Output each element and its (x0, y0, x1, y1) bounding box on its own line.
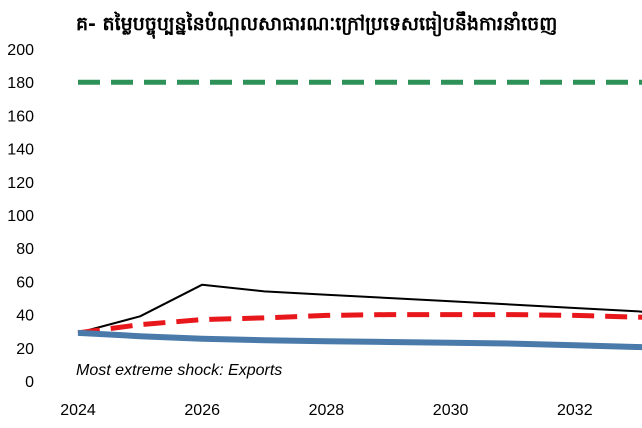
y-tick-label: 200 (7, 42, 34, 59)
y-tick-label: 20 (16, 341, 34, 358)
x-axis-ticks: 202420262028203020322034 (60, 402, 593, 419)
y-tick-label: 180 (7, 75, 34, 92)
series-layer (77, 79, 642, 351)
x-tick-label: 2024 (60, 402, 96, 419)
series-line-1 (77, 312, 642, 336)
y-tick-label: 140 (7, 142, 34, 159)
x-tick-label: 2028 (309, 402, 345, 419)
y-tick-label: 40 (16, 308, 34, 325)
series-line-2 (77, 329, 642, 351)
y-tick-label: 100 (7, 208, 34, 225)
y-tick-label: 160 (7, 108, 34, 125)
y-tick-label: 60 (16, 274, 34, 291)
x-tick-label: 2030 (433, 402, 469, 419)
x-tick-label: 2026 (184, 402, 220, 419)
y-axis-ticks: 0 20 40 60 80 100 120 140 160 180 200 (7, 42, 34, 391)
series-line-0 (77, 283, 642, 334)
y-tick-label: 120 (7, 175, 34, 192)
y-tick-label: 80 (16, 241, 34, 258)
x-tick-label: 2032 (557, 402, 593, 419)
y-tick-label: 0 (25, 374, 34, 391)
chart-title: គ- តម្លៃបច្ចុប្បន្ននៃបំណុលសាធារណៈក្រៅប្រ… (76, 11, 557, 39)
chart-annotation: Most extreme shock: Exports (76, 362, 282, 379)
